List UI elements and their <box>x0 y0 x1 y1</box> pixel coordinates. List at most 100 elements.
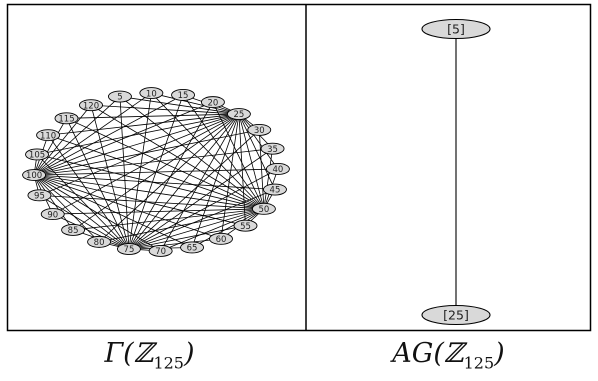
zero-divisor-vertex-shape <box>54 112 79 125</box>
zero-divisor-vertex-shape <box>265 163 290 175</box>
zero-divisor-vertex-shape <box>226 108 251 120</box>
annihilator-vertex-25: [25] <box>421 304 491 326</box>
zero-divisor-edge-35-50 <box>263 148 273 209</box>
zero-divisor-vertex-50: 50 <box>251 202 276 215</box>
zero-divisor-vertex-120: 120 <box>79 99 103 111</box>
zero-divisor-vertex-label: 45 <box>270 186 281 196</box>
zero-divisor-vertex-shape <box>148 244 173 257</box>
zero-divisor-edge-25-65 <box>191 113 240 248</box>
zero-divisor-vertex-label: 40 <box>272 165 283 175</box>
zero-divisor-edge-35-100 <box>34 148 273 176</box>
zero-divisor-vertex-shape <box>200 96 225 109</box>
zero-divisor-edge-70-100 <box>33 174 161 252</box>
zero-divisor-vertex-label: 90 <box>47 210 58 220</box>
zero-divisor-vertex-15: 15 <box>171 89 196 101</box>
zero-divisor-vertex-label: 105 <box>29 151 45 161</box>
zero-divisor-vertex-95: 95 <box>27 189 52 202</box>
zero-divisor-vertex-label: 65 <box>187 244 198 254</box>
zero-divisor-edge-40-75 <box>128 168 279 250</box>
annihilator-caption-suffix: ) <box>494 338 505 369</box>
zero-divisor-edge-25-115 <box>66 113 239 119</box>
zero-divisor-vertex-shape <box>171 89 196 101</box>
zero-divisor-edge-20-100 <box>33 101 214 176</box>
zero-divisor-edge-80-100 <box>33 174 100 243</box>
zero-divisor-caption-subscript: 125 <box>153 353 184 373</box>
zero-divisor-edge-60-100 <box>33 174 222 240</box>
zero-divisor-vertex-shape <box>25 148 49 161</box>
zero-divisor-vertex-110: 110 <box>36 129 61 141</box>
zero-divisor-vertex-label: 95 <box>34 192 45 202</box>
zero-divisor-edge-25-45 <box>238 113 276 190</box>
zero-divisor-vertex-label: 20 <box>208 98 219 108</box>
figure-frame <box>6 3 592 332</box>
zero-divisor-vertex-100: 100 <box>22 169 47 181</box>
zero-divisor-edge-100-115 <box>33 118 67 176</box>
zero-divisor-edge-50-110 <box>47 134 265 210</box>
zero-divisor-vertex-shape <box>61 224 86 236</box>
zero-divisor-vertex-label: 25 <box>233 110 244 120</box>
zero-divisor-vertex-5: 5 <box>107 90 132 103</box>
zero-divisor-edge-25-95 <box>39 113 240 196</box>
zero-divisor-vertex-shape <box>116 243 141 255</box>
zero-divisor-edge-75-120 <box>90 105 130 250</box>
zero-divisor-vertex-85: 85 <box>61 224 86 236</box>
zero-divisor-edge-20-75 <box>128 101 214 250</box>
zero-divisor-edge-5-50 <box>119 96 265 210</box>
zero-divisor-graph-edges <box>33 92 279 252</box>
zero-divisor-vertex-shape <box>107 90 132 103</box>
zero-divisor-edge-25-40 <box>238 113 279 170</box>
zero-divisor-edge-45-75 <box>128 189 276 250</box>
zero-divisor-edge-55-100 <box>33 174 246 227</box>
zero-divisor-vertex-75: 75 <box>116 243 141 255</box>
zero-divisor-vertex-shape <box>233 219 258 232</box>
zero-divisor-vertex-shape <box>247 123 272 136</box>
zero-divisor-edge-50-115 <box>66 117 265 210</box>
zero-divisor-edge-100-120 <box>33 104 92 176</box>
zero-divisor-edge-15-100 <box>33 94 184 176</box>
annihilator-vertex-shape <box>421 304 491 326</box>
zero-divisor-vertex-65: 65 <box>180 241 205 254</box>
zero-divisor-vertex-shape <box>260 142 285 155</box>
zero-divisor-vertex-105: 105 <box>25 148 49 161</box>
zero-divisor-edge-75-115 <box>66 118 130 250</box>
zero-divisor-edge-25-100 <box>33 113 240 176</box>
zero-divisor-vertex-shape <box>40 208 65 221</box>
annihilator-vertex-label: [5] <box>447 22 465 37</box>
zero-divisor-edge-30-100 <box>34 129 260 176</box>
zero-divisor-edge-10-50 <box>151 92 265 210</box>
zero-divisor-vertex-label: 115 <box>58 115 74 125</box>
zero-divisor-vertex-shape <box>139 87 164 100</box>
zero-divisor-edge-25-105 <box>36 113 239 155</box>
annihilator-graph-vertices: [5] [25] <box>421 18 491 326</box>
zero-divisor-vertex-label: 110 <box>40 131 56 141</box>
zero-divisor-edge-25-110 <box>48 113 239 136</box>
zero-divisor-edge-50-105 <box>36 154 265 210</box>
zero-divisor-vertex-70: 70 <box>148 244 173 257</box>
zero-divisor-vertex-55: 55 <box>233 219 258 232</box>
zero-divisor-vertex-label: 120 <box>83 101 99 111</box>
zero-divisor-vertex-shape <box>251 202 276 215</box>
zero-divisor-edge-25-70 <box>160 113 240 252</box>
zero-divisor-edge-60-75 <box>128 238 222 250</box>
zero-divisor-edge-10-25 <box>151 92 240 115</box>
zero-divisor-vertex-label: 35 <box>267 145 278 155</box>
zero-divisor-edge-75-105 <box>36 154 130 250</box>
zero-divisor-vertex-label: 50 <box>258 205 269 215</box>
annihilator-vertex-shape <box>421 18 491 40</box>
zero-divisor-vertex-60: 60 <box>209 232 233 245</box>
zero-divisor-vertex-label: 100 <box>26 171 42 181</box>
zero-divisor-edge-15-50 <box>182 94 265 210</box>
zero-divisor-vertex-shape <box>22 169 47 181</box>
zero-divisor-vertex-35: 35 <box>260 142 285 155</box>
zero-divisor-vertex-shape <box>263 183 287 196</box>
zero-divisor-edge-25-80 <box>98 113 240 243</box>
zero-divisor-edge-10-100 <box>33 92 152 176</box>
zero-divisor-vertex-label: 10 <box>146 89 157 99</box>
zero-divisor-edge-75-95 <box>39 195 130 250</box>
zero-divisor-vertex-shape <box>27 189 52 202</box>
zero-divisor-graph-caption: Γ(ℤ125) <box>0 336 299 381</box>
zero-divisor-vertex-30: 30 <box>247 123 272 136</box>
annihilator-vertex-label: [25] <box>443 308 469 323</box>
zero-divisor-vertex-90: 90 <box>40 208 65 221</box>
